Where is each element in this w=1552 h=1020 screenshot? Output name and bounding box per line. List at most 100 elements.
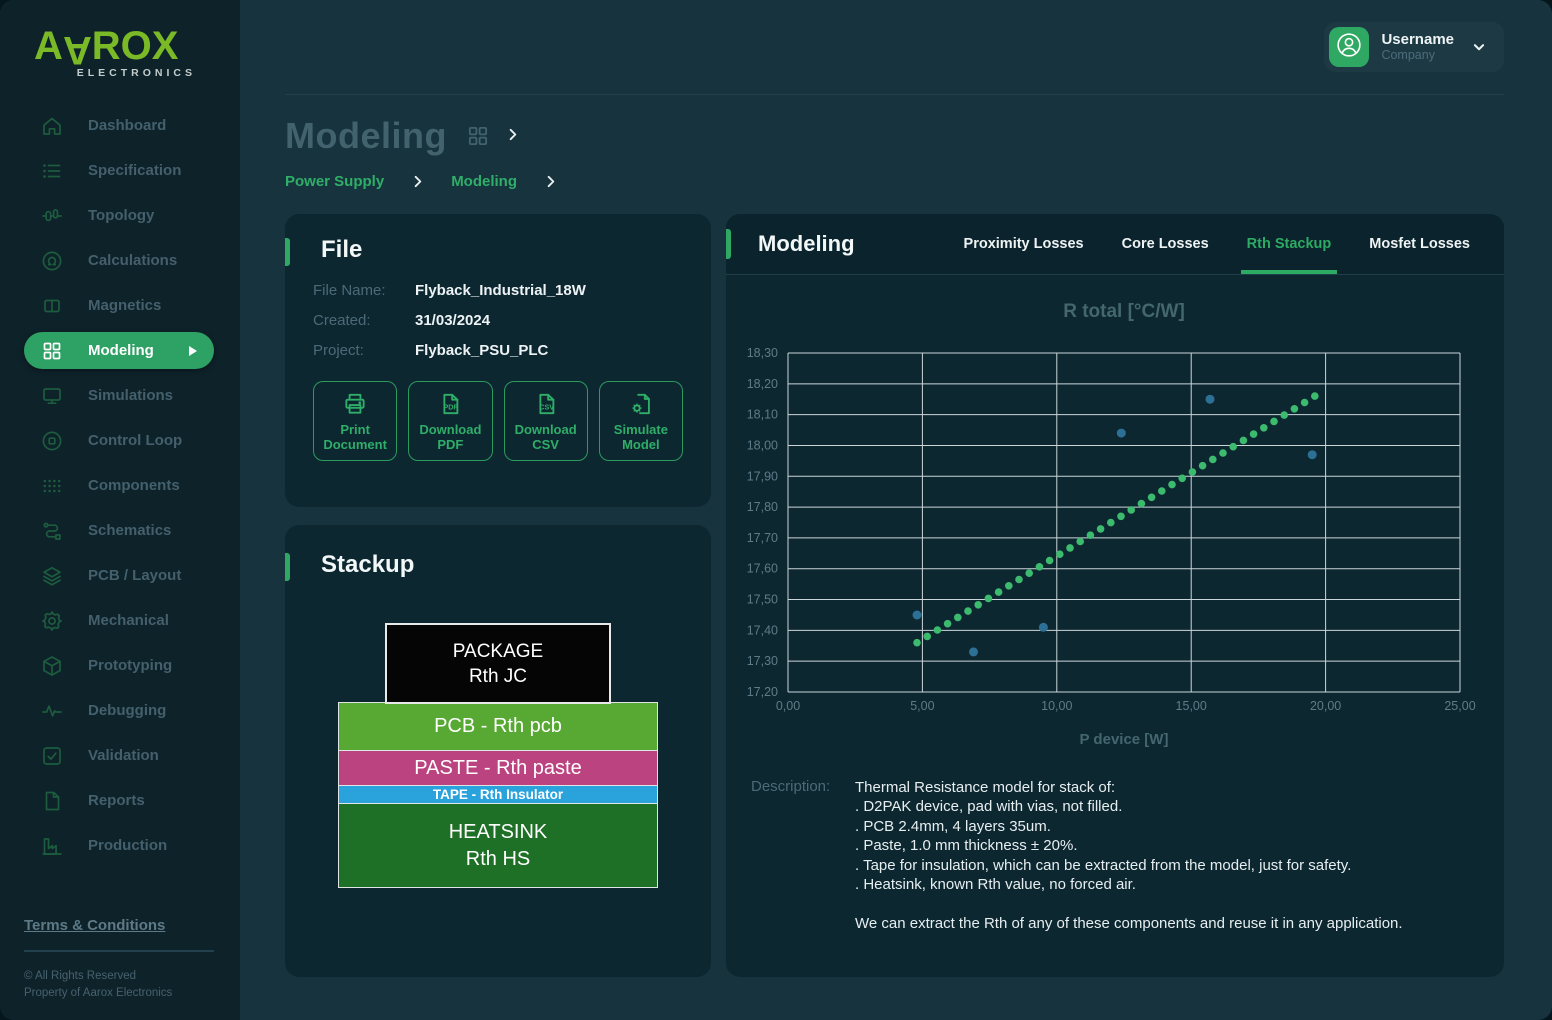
sidebar-item-production[interactable]: Production <box>0 823 240 868</box>
footer-divider <box>24 950 214 952</box>
svg-text:17,40: 17,40 <box>747 623 778 637</box>
sidebar-item-label: Reports <box>88 792 145 809</box>
play-icon <box>186 345 198 357</box>
sidebar-item-label: Control Loop <box>88 432 183 449</box>
components-icon <box>40 474 64 498</box>
sidebar-item-calculations[interactable]: Calculations <box>0 238 240 283</box>
sidebar-item-reports[interactable]: Reports <box>0 778 240 823</box>
gear-icon <box>40 609 64 633</box>
sidebar-item-label: Debugging <box>88 702 167 719</box>
main-area: Username Company Modeling Power Supply Mo… <box>240 0 1552 1020</box>
field-value: Flyback_PSU_PLC <box>415 342 549 359</box>
magnetics-icon <box>40 294 64 318</box>
monitor-icon <box>40 384 64 408</box>
brand-logo-text: AAROX <box>34 24 179 72</box>
sidebar-item-label: Prototyping <box>88 657 173 674</box>
omega-icon <box>40 249 64 273</box>
pulse-icon <box>40 699 64 723</box>
description-line: . Tape for insulation, which can be extr… <box>855 856 1352 874</box>
sidebar-item-label: Mechanical <box>88 612 169 629</box>
svg-text:25,00: 25,00 <box>1444 699 1475 713</box>
sidebar-item-prototyping[interactable]: Prototyping <box>0 643 240 688</box>
layer-sublabel: Rth HS <box>465 847 531 870</box>
print-document-button[interactable]: Print Document <box>313 381 398 461</box>
sidebar-item-control-loop[interactable]: Control Loop <box>0 418 240 463</box>
sidebar-item-dashboard[interactable]: Dashboard <box>0 103 240 148</box>
download-csv-button[interactable]: CSV Download CSV <box>503 381 588 461</box>
sidebar-item-label: Schematics <box>88 522 172 539</box>
file-field-row: File Name: Flyback_Industrial_18W <box>313 282 711 299</box>
download-pdf-button[interactable]: PDF Download PDF <box>408 381 493 461</box>
chart-title: R total [°C/W] <box>1063 301 1185 322</box>
avatar <box>1329 27 1370 67</box>
sidebar-item-mechanical[interactable]: Mechanical <box>0 598 240 643</box>
simulate-model-button[interactable]: Simulate Model <box>598 381 683 461</box>
svg-text:17,50: 17,50 <box>747 593 778 607</box>
sidebar-item-specification[interactable]: Specification <box>0 148 240 193</box>
tab-mosfet-losses[interactable]: Mosfet Losses <box>1369 236 1470 252</box>
breadcrumb-link-power-supply[interactable]: Power Supply <box>285 173 385 190</box>
stack-layer-heatsink: HEATSINK Rth HS <box>338 803 658 888</box>
svg-text:20,00: 20,00 <box>1310 699 1341 713</box>
grid-icon <box>465 123 491 149</box>
sidebar-item-simulations[interactable]: Simulations <box>0 373 240 418</box>
modeling-tabs: Proximity Losses Core Losses Rth Stackup Mo… <box>964 214 1504 274</box>
chart-canvas: 18,30 18,20 18,10 18,00 17,90 17,80 17,70 17,60… <box>747 346 1476 713</box>
svg-text:17,30: 17,30 <box>747 654 778 668</box>
sidebar-item-topology[interactable]: Topology <box>0 193 240 238</box>
flipped-a-glyph: A <box>62 28 92 72</box>
sidebar-item-modeling[interactable]: Modeling <box>24 332 214 369</box>
button-label: Print Document <box>323 421 387 452</box>
svg-text:0,00: 0,00 <box>776 699 800 713</box>
person-icon <box>1335 31 1363 64</box>
layer-label: PCB - Rth pcb <box>434 715 562 737</box>
page-title: Modeling <box>285 115 447 156</box>
description-line: . Heatsink, known Rth value, no forced a… <box>855 876 1136 894</box>
chevron-right-icon <box>410 174 425 189</box>
file-field-row: Project: Flyback_PSU_PLC <box>313 342 711 359</box>
factory-icon <box>40 834 64 858</box>
accent-bar <box>285 238 290 266</box>
cube-icon <box>40 654 64 678</box>
company: Company <box>1381 48 1435 62</box>
terms-link[interactable]: Terms & Conditions <box>24 917 166 934</box>
svg-text:15,00: 15,00 <box>1176 699 1207 713</box>
svg-text:PDF: PDF <box>444 403 459 411</box>
brand-subtitle: ELECTRONICS <box>76 67 196 79</box>
rth-chart: 18,30 18,20 18,10 18,00 17,90 17,80 17,70 17,60… <box>726 341 1504 721</box>
layer-label: PACKAGE <box>452 640 544 662</box>
sidebar-item-label: Magnetics <box>88 297 162 314</box>
sidebar-item-schematics[interactable]: Schematics <box>0 508 240 553</box>
sidebar-item-debugging[interactable]: Debugging <box>0 688 240 733</box>
home-icon <box>40 114 64 138</box>
description-label: Description: <box>751 778 831 795</box>
tab-core-losses[interactable]: Core Losses <box>1121 236 1209 252</box>
sidebar-item-validation[interactable]: Validation <box>0 733 240 778</box>
sidebar-nav: Dashboard Specification Topology Calculatio… <box>0 103 240 868</box>
sidebar-item-pcb-layout[interactable]: PCB / Layout <box>0 553 240 598</box>
svg-text:17,90: 17,90 <box>747 469 778 483</box>
description-line: . PCB 2.4mm, 4 layers 35um. <box>855 817 1051 835</box>
description-line: . Paste, 1.0 mm thickness ± 20%. <box>855 837 1078 855</box>
sidebar-item-label: Simulations <box>88 387 174 404</box>
svg-text:10,00: 10,00 <box>1041 699 1072 713</box>
tab-proximity-losses[interactable]: Proximity Losses <box>963 236 1084 252</box>
svg-text:CSV: CSV <box>539 403 554 411</box>
user-menu[interactable]: Username Company <box>1324 22 1504 72</box>
property-text: Property of Aarox Electronics <box>24 987 173 999</box>
svg-text:17,80: 17,80 <box>747 500 778 514</box>
sidebar-item-magnetics[interactable]: Magnetics <box>0 283 240 328</box>
sidebar-item-components[interactable]: Components <box>0 463 240 508</box>
stackup-card-title: Stackup <box>321 551 415 578</box>
file-icon <box>40 789 64 813</box>
tab-rth-stackup[interactable]: Rth Stackup <box>1240 214 1337 274</box>
page-title-row: Modeling <box>285 115 1504 157</box>
sidebar-item-label: Dashboard <box>88 117 167 134</box>
sidebar-item-label: Topology <box>88 207 155 224</box>
breadcrumb-link-modeling[interactable]: Modeling <box>451 173 518 190</box>
chevron-right-icon <box>543 174 558 189</box>
chart-x-axis-label: P device [W] <box>1079 731 1169 748</box>
description-line: . D2PAK device, pad with vias, not fille… <box>855 798 1123 816</box>
svg-text:18,20: 18,20 <box>747 377 778 391</box>
